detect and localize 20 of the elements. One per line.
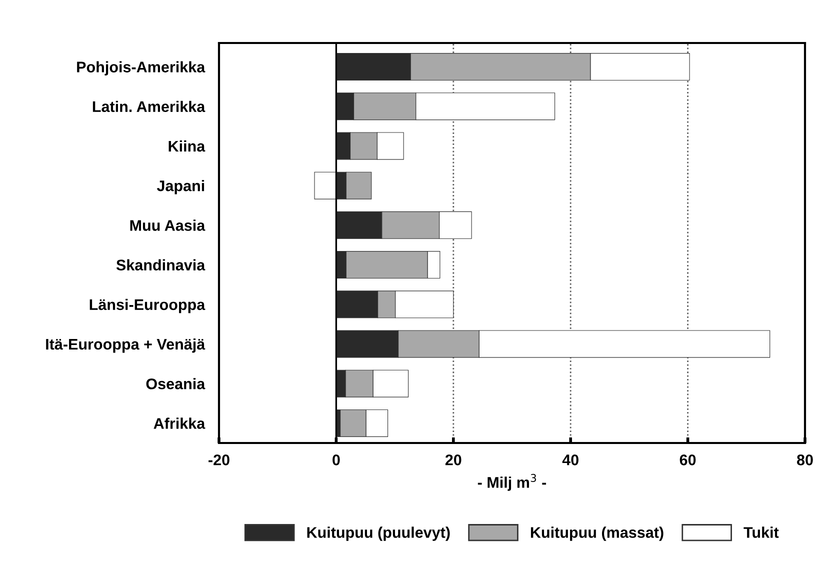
y-tick-label: Länsi-Eurooppa: [90, 298, 206, 314]
x-tick-label: 40: [562, 454, 578, 466]
legend-label: Kuitupuu (puulevyt): [307, 526, 450, 541]
y-tick-label: Pohjois-Amerikka: [77, 61, 206, 76]
y-tick-label: Latin. Amerikka: [92, 100, 206, 112]
x-tick-label: -20: [208, 454, 230, 466]
x-tick-label: 80: [796, 454, 813, 466]
legend-label: Tukit: [744, 526, 779, 538]
y-tick-label: Muu Aasia: [130, 220, 206, 231]
x-tick-label: 60: [680, 454, 696, 466]
x-tick-label: 0: [332, 454, 340, 466]
x-tick-label: 20: [445, 454, 462, 466]
y-tick-label: Afrikka: [154, 418, 206, 429]
y-tick-label: Skandinavia: [116, 259, 206, 270]
y-tick-label: Kiina: [168, 140, 206, 152]
x-axis-title: - Milj m$^{3}$ -: [478, 474, 546, 491]
y-tick-label: Itä-Eurooppa + Venäjä: [46, 338, 206, 353]
legend-label: Kuitupuu (massat): [530, 526, 664, 541]
y-tick-label: Japani: [156, 180, 204, 194]
y-tick-label: Oseania: [146, 378, 206, 390]
